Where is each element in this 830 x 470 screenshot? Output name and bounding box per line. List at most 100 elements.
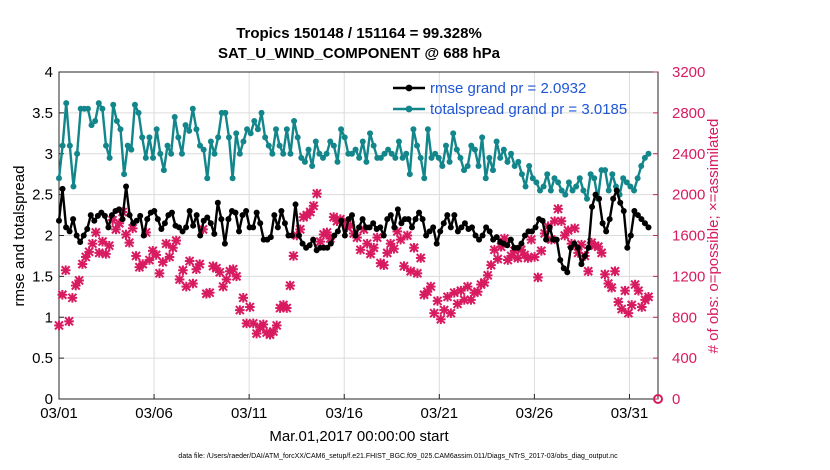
rmse-point <box>70 216 77 223</box>
rmse-point <box>444 212 451 219</box>
obs-marker <box>610 266 620 277</box>
obs-marker <box>492 254 503 264</box>
x-tick-label: 03/06 <box>135 405 173 422</box>
rmse-point <box>416 209 423 216</box>
totalspread-point <box>526 163 533 170</box>
totalspread-point <box>348 150 355 157</box>
rmse-point <box>63 224 70 231</box>
totalspread-point <box>540 183 547 190</box>
rmse-point <box>80 232 87 239</box>
obs-marker <box>379 260 389 270</box>
totalspread-point <box>533 179 540 186</box>
obs-marker <box>536 246 547 256</box>
rmse-point <box>310 236 317 243</box>
obs-marker <box>151 250 161 260</box>
totalspread-point <box>453 146 460 153</box>
obs-marker <box>231 271 242 282</box>
totalspread-point <box>294 134 301 141</box>
rmse-point <box>521 232 528 239</box>
obs-marker <box>104 240 115 251</box>
totalspread-point <box>66 142 73 149</box>
totalspread-point <box>464 163 471 170</box>
totalspread-point <box>421 175 428 182</box>
totalspread-point <box>395 138 402 145</box>
totalspread-point <box>439 163 446 170</box>
rmse-point <box>613 187 620 194</box>
totalspread-point <box>178 150 185 157</box>
totalspread-point <box>84 105 91 112</box>
obs-marker <box>281 303 292 313</box>
totalspread-point <box>627 183 634 190</box>
totalspread-point <box>573 183 580 190</box>
totalspread-point <box>555 179 562 186</box>
rmse-point <box>532 224 539 231</box>
rmse-point <box>645 224 652 231</box>
totalspread-point <box>244 126 251 133</box>
rmse-point <box>352 232 359 239</box>
rmse-point <box>592 191 599 198</box>
rmse-point <box>412 216 419 223</box>
totalspread-point <box>269 150 276 157</box>
totalspread-point <box>262 134 269 141</box>
totalspread-point <box>59 142 66 149</box>
rmse-point <box>126 212 133 219</box>
obs-marker <box>425 281 436 292</box>
rmse-point <box>539 217 546 224</box>
totalspread-point <box>442 142 449 149</box>
rmse-point <box>631 207 638 214</box>
totalspread-point <box>356 154 363 161</box>
totalspread-point <box>320 154 327 161</box>
totalspread-point <box>240 138 247 145</box>
rmse-point <box>398 220 405 227</box>
obs-marker <box>67 293 78 303</box>
totalspread-point <box>200 146 207 153</box>
obs-marker <box>533 272 543 283</box>
totalspread-point <box>432 150 439 157</box>
totalspread-point <box>229 175 236 182</box>
obs-marker <box>194 259 205 269</box>
totalspread-point <box>291 118 298 125</box>
totalspread-point <box>92 118 99 125</box>
totalspread-point <box>233 130 240 137</box>
rmse-point <box>578 261 585 268</box>
obs-marker <box>60 265 71 276</box>
y-tick-label: 0 <box>45 391 53 408</box>
rmse-point <box>468 224 475 231</box>
obs-marker <box>526 234 537 245</box>
totalspread-point <box>121 171 128 178</box>
rmse-point <box>334 228 341 235</box>
totalspread-point <box>139 134 146 141</box>
obs-marker <box>174 274 185 285</box>
totalspread-point <box>508 150 515 157</box>
obs-marker <box>312 188 322 199</box>
rmse-point <box>440 220 447 227</box>
totalspread-point <box>645 150 652 157</box>
obs-marker <box>432 296 443 306</box>
rmse-point <box>137 212 144 219</box>
obs-marker <box>415 253 426 263</box>
totalspread-point <box>634 175 641 182</box>
totalspread-point <box>363 158 370 165</box>
totalspread-point <box>403 150 410 157</box>
totalspread-point <box>367 130 374 137</box>
totalspread-point <box>547 187 554 194</box>
rmse-point <box>179 228 186 235</box>
rmse-point <box>380 232 387 239</box>
rmse-point <box>176 224 183 231</box>
totalspread-point <box>511 163 518 170</box>
rmse-point <box>299 240 306 247</box>
totalspread-point <box>580 187 587 194</box>
rmse-point <box>296 232 303 239</box>
totalspread-point <box>189 105 196 112</box>
rmse-point <box>158 225 165 232</box>
y-tick-label: 4 <box>45 64 53 81</box>
obs-marker <box>137 259 148 269</box>
rmse-series <box>56 183 652 276</box>
totalspread-point <box>497 154 504 161</box>
obs-marker <box>221 274 232 285</box>
totalspread-point <box>385 146 392 153</box>
totalspread-point <box>276 142 283 149</box>
rmse-point <box>472 232 479 239</box>
obs-marker <box>446 308 456 318</box>
obs-marker <box>633 285 644 296</box>
